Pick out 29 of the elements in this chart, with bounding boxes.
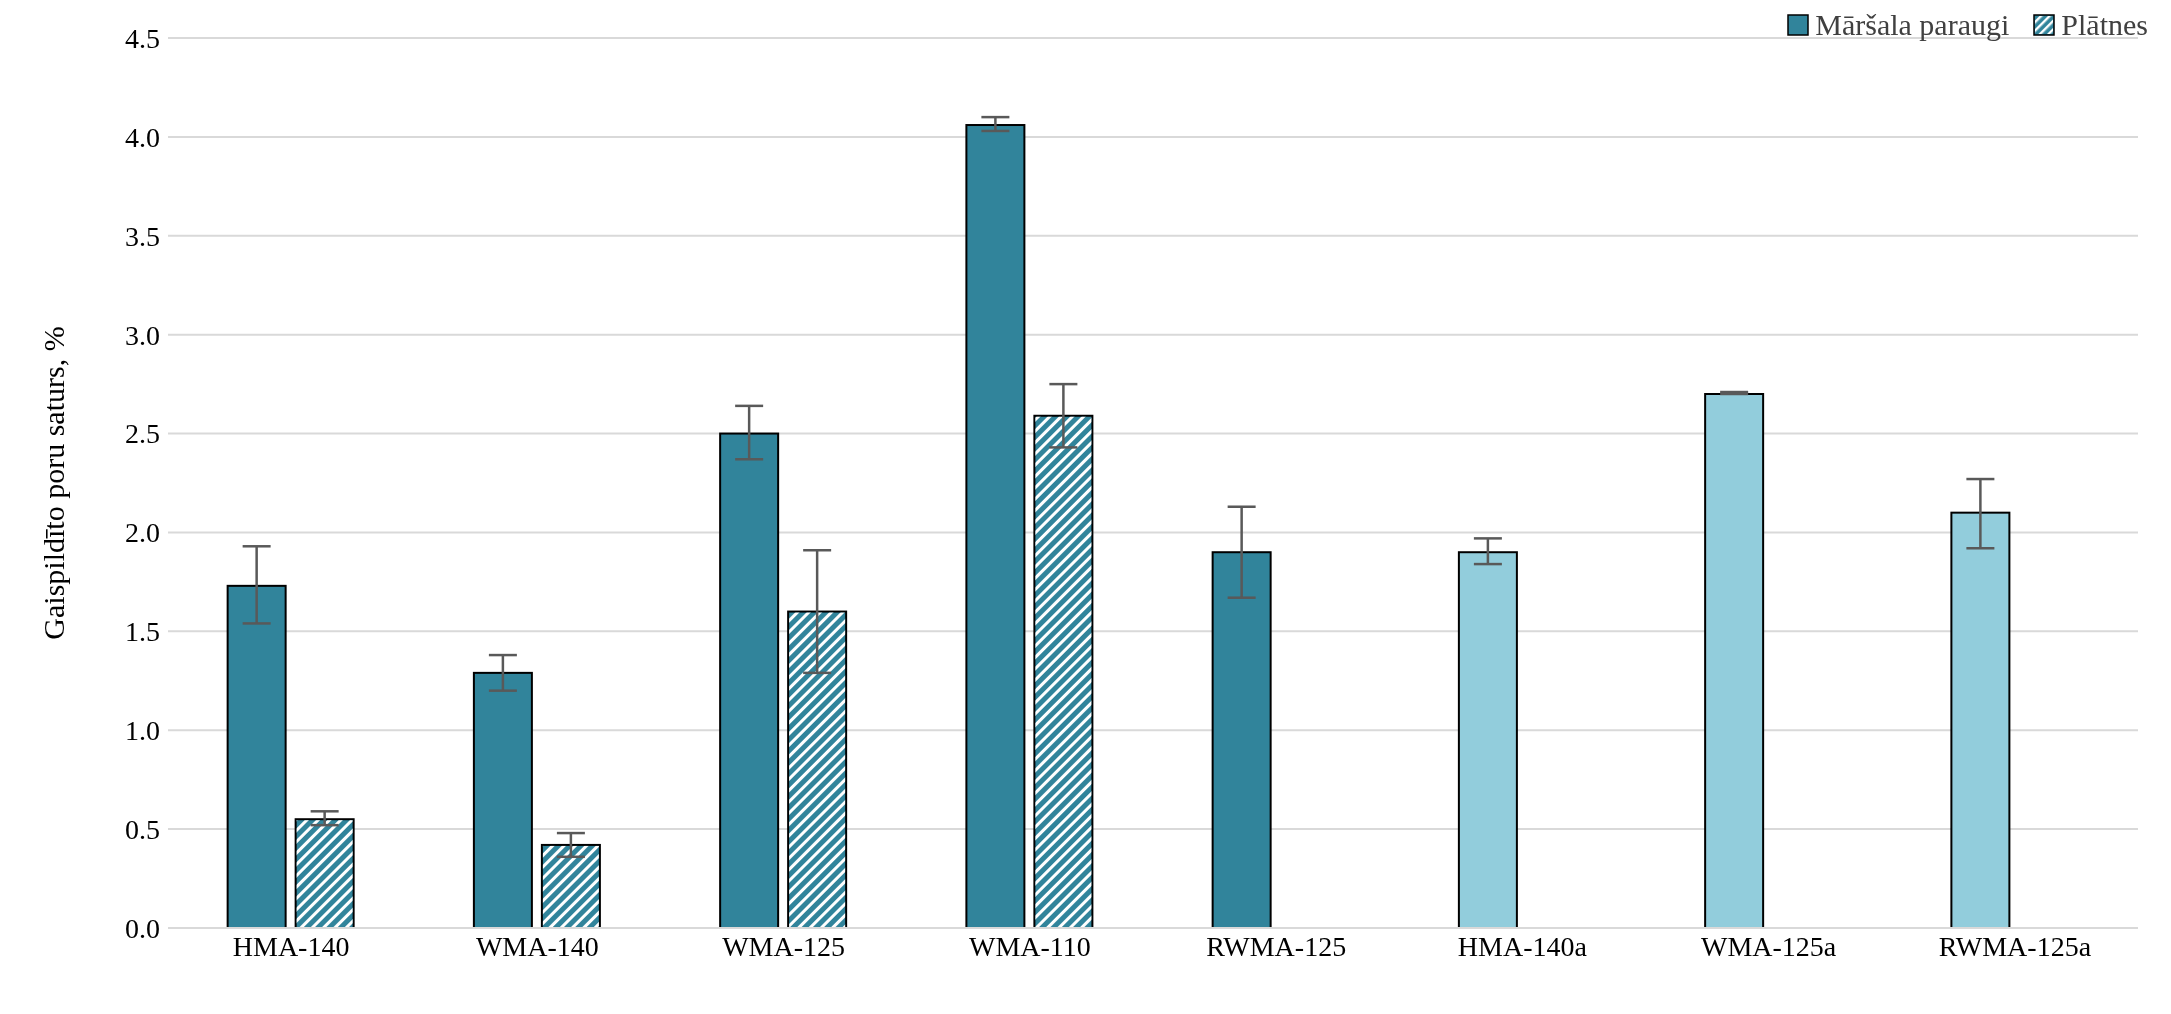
y-tick-label: 0.0 <box>125 912 160 944</box>
legend-label: Plātnes <box>2061 8 2148 42</box>
y-tick-label: 1.5 <box>125 616 160 648</box>
y-tick-label: 4.5 <box>125 22 160 54</box>
bar <box>719 432 780 928</box>
bar <box>1704 393 1765 928</box>
x-tick-label: RWMA-125a <box>1938 930 2092 962</box>
y-tick-label: 3.0 <box>125 319 160 351</box>
x-tick-label: HMA-140 <box>232 930 350 962</box>
bar <box>226 584 287 928</box>
y-tick-label: 2.0 <box>125 517 160 549</box>
x-tick-label: WMA-140 <box>475 930 599 962</box>
legend-label: Māršala paraugi <box>1815 8 2010 42</box>
x-tick-label: RWMA-125 <box>1206 930 1347 962</box>
x-tick-label: WMA-110 <box>968 930 1091 962</box>
y-tick-label: 0.5 <box>125 814 160 846</box>
x-tick-label: WMA-125 <box>722 930 846 962</box>
y-tick-label: 1.0 <box>125 715 160 747</box>
x-tick-label: WMA-125a <box>1700 930 1837 962</box>
y-axis-title: Gaispildīto poru saturs, % <box>36 326 70 640</box>
bar <box>472 671 533 928</box>
bar <box>1211 551 1272 928</box>
bar <box>1950 511 2011 928</box>
x-tick-label: HMA-140a <box>1457 930 1588 962</box>
y-tick-label: 3.5 <box>125 220 160 252</box>
bar <box>965 124 1026 928</box>
y-tick-label: 2.5 <box>125 418 160 450</box>
y-tick-label: 4.0 <box>125 121 160 153</box>
bar <box>1457 551 1518 928</box>
